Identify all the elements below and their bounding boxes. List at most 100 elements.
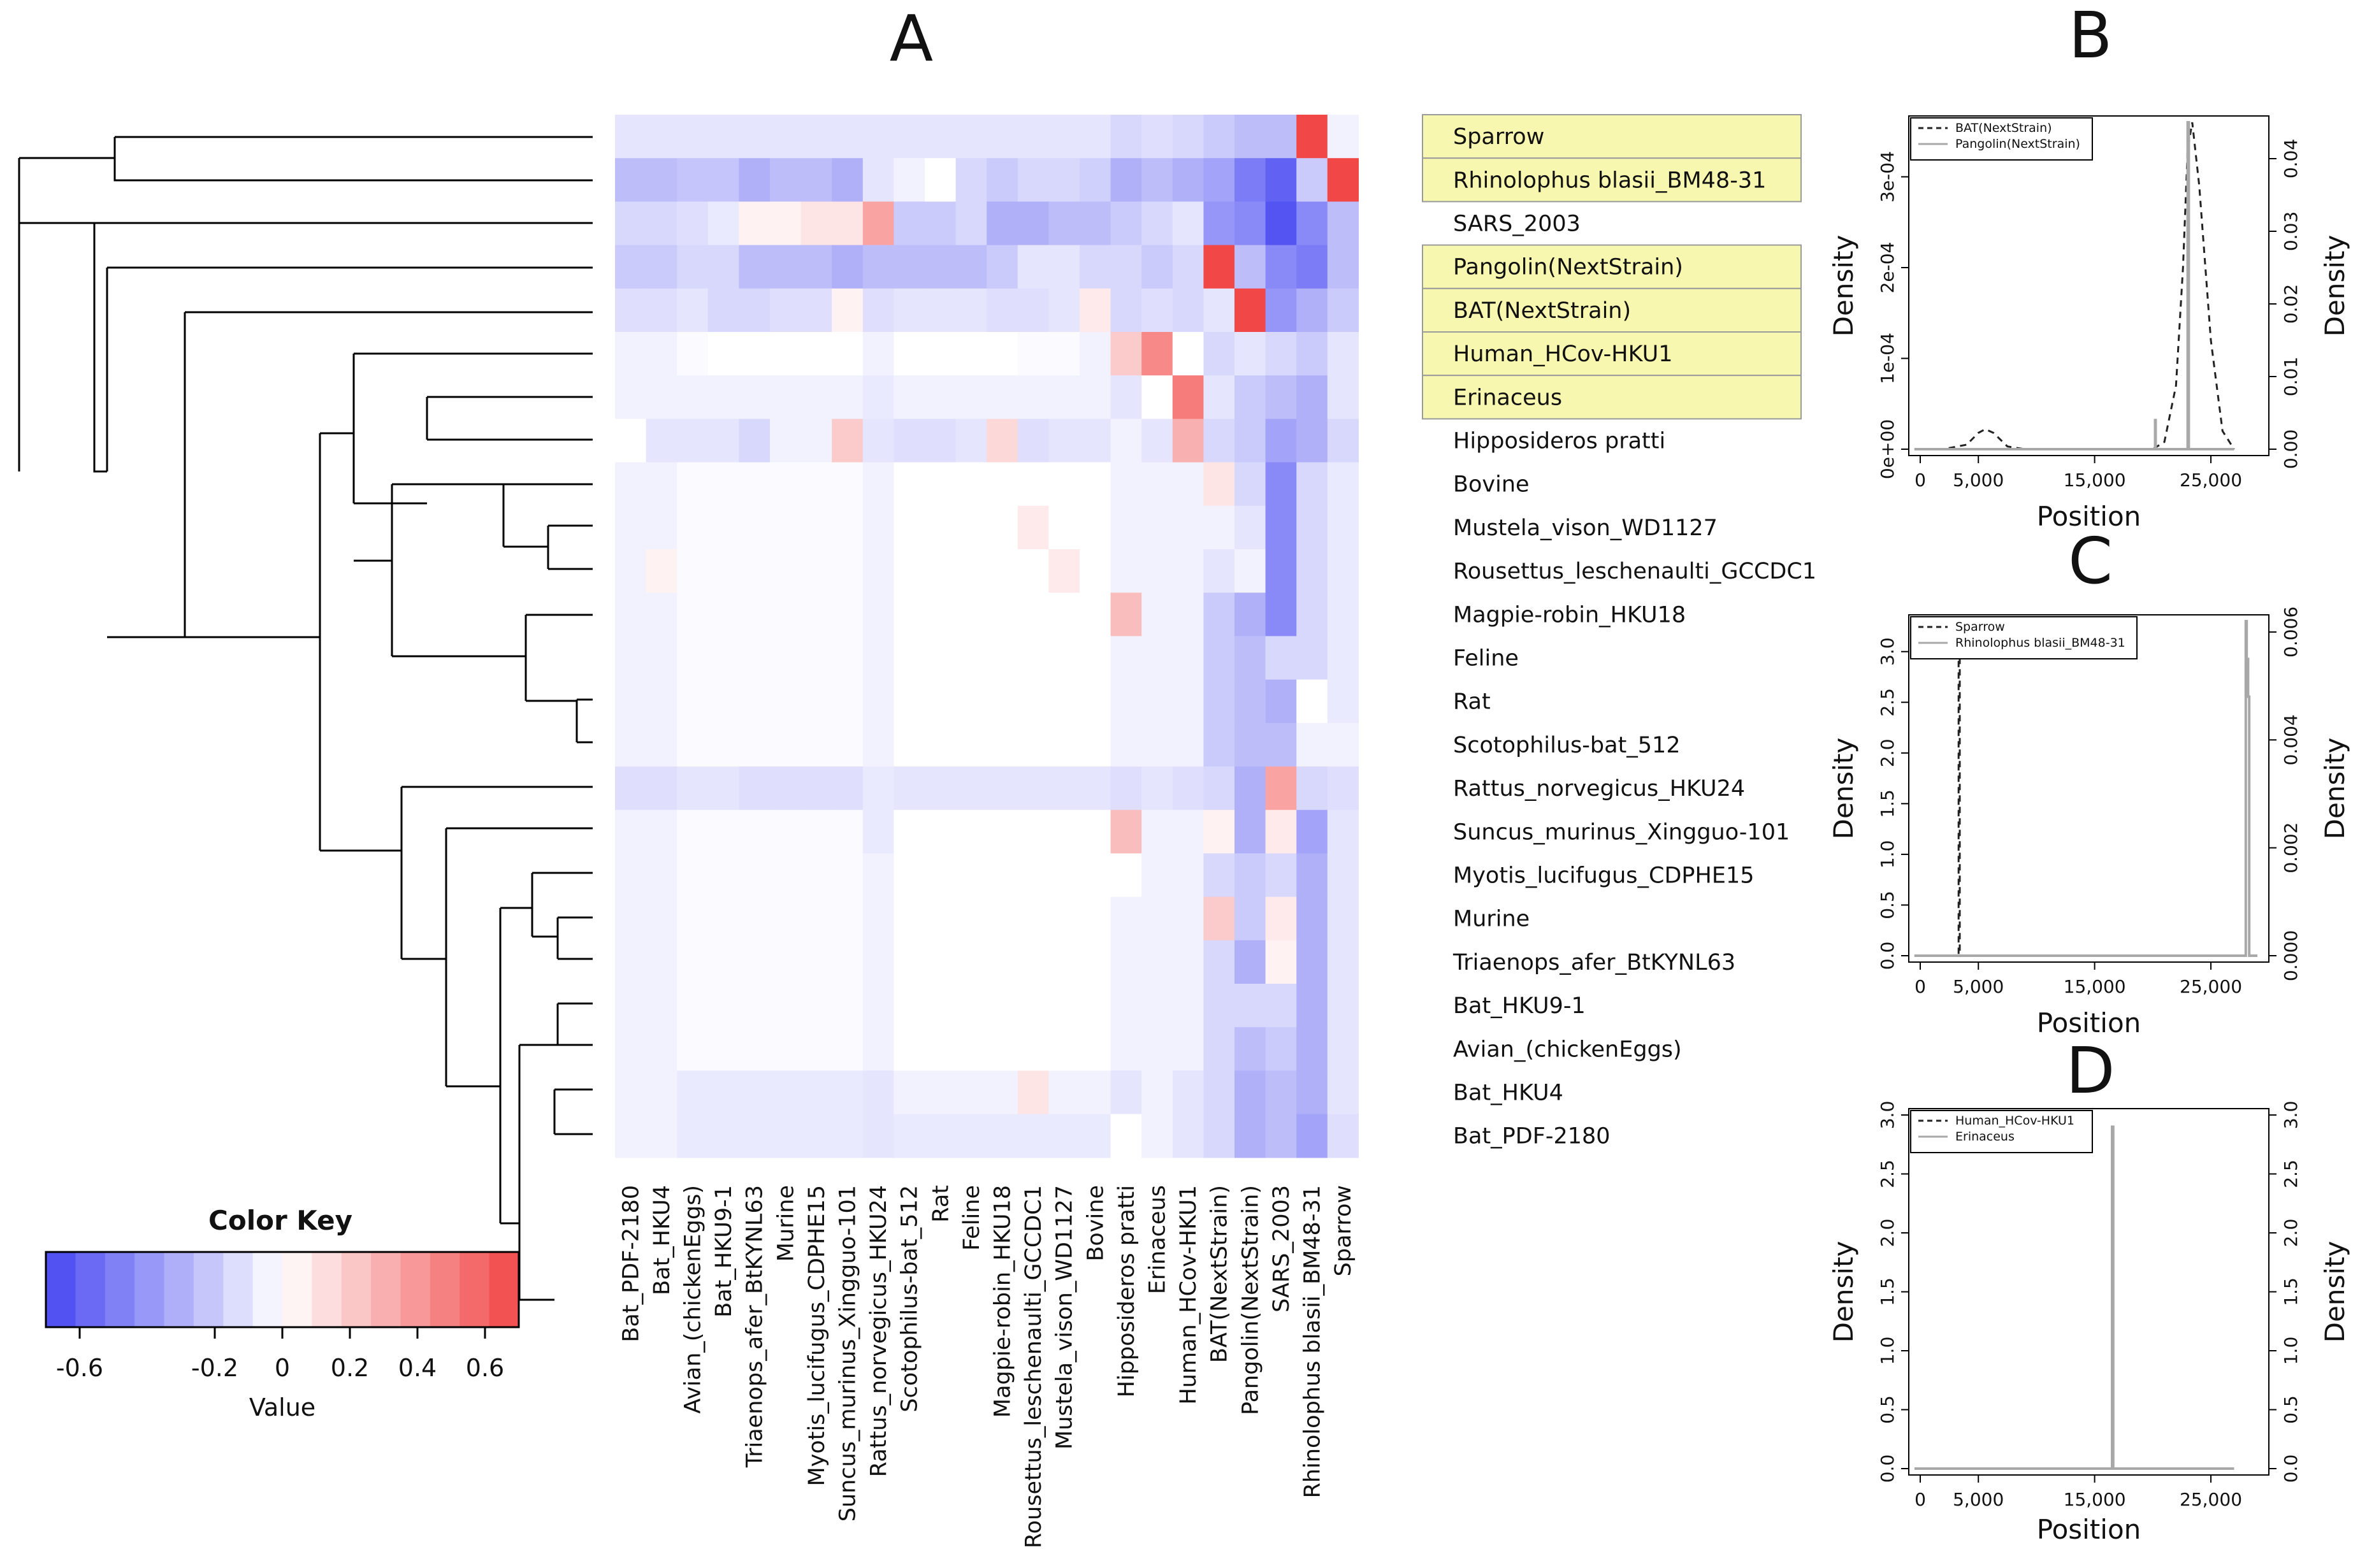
heatmap-cell xyxy=(739,158,771,202)
heatmap-cell xyxy=(955,853,987,898)
heatmap-cell xyxy=(955,462,987,507)
heatmap-cell xyxy=(987,158,1018,202)
heatmap-cell xyxy=(1327,115,1359,159)
row-label: BAT(NextStrain) xyxy=(1453,298,1631,324)
heatmap-cell xyxy=(1203,245,1235,289)
heatmap-cell xyxy=(646,549,677,593)
heatmap-cell xyxy=(677,245,709,289)
column-label: Pangolin(NextStrain) xyxy=(1238,1185,1263,1415)
heatmap-cell xyxy=(832,245,864,289)
row-label: Pangolin(NextStrain) xyxy=(1453,255,1683,280)
heatmap-cell xyxy=(707,723,739,767)
x-tick-label: 15,000 xyxy=(2064,1489,2126,1510)
heatmap-cell xyxy=(1110,201,1142,246)
y-tick-label-right: 1.5 xyxy=(2280,1277,2301,1306)
heatmap-cell xyxy=(770,1114,802,1158)
heatmap-cell xyxy=(987,810,1018,854)
heatmap-cell xyxy=(832,1027,864,1071)
row-dendrogram xyxy=(18,136,593,1301)
x-axis-label: Position xyxy=(2037,1007,2141,1039)
heatmap-cell xyxy=(1203,1070,1235,1115)
heatmap-cell xyxy=(1017,723,1049,767)
heatmap-cell xyxy=(862,201,894,246)
heatmap-cell xyxy=(1234,201,1266,246)
heatmap-cell xyxy=(1265,896,1297,941)
heatmap-cell xyxy=(646,332,677,376)
legend-label: Erinaceus xyxy=(1955,1130,2015,1144)
heatmap-cell xyxy=(862,158,894,202)
heatmap-cell xyxy=(1017,288,1049,333)
heatmap-cell xyxy=(1327,201,1359,246)
row-label: SARS_2003 xyxy=(1453,212,1581,237)
heatmap-cell xyxy=(1203,158,1235,202)
heatmap-cell xyxy=(1017,549,1049,593)
color-key-tick-label: -0.6 xyxy=(56,1354,103,1382)
heatmap-cell xyxy=(1141,593,1173,637)
heatmap-cell xyxy=(832,158,864,202)
heatmap-cell xyxy=(1110,853,1142,898)
heatmap-cell xyxy=(1296,766,1328,810)
heatmap-cell xyxy=(707,810,739,854)
heatmap-cell xyxy=(646,158,677,202)
heatmap-cell xyxy=(800,288,832,333)
x-tick-label: 5,000 xyxy=(1953,470,2004,491)
heatmap-cell xyxy=(1172,201,1204,246)
heatmap-cell xyxy=(1203,1114,1235,1158)
row-label: Scotophilus-bat_512 xyxy=(1453,733,1681,758)
heatmap-cell xyxy=(1203,636,1235,680)
y-tick-label-right: 2.0 xyxy=(2280,1219,2301,1248)
heatmap-cell xyxy=(894,896,925,941)
column-label: Rousettus_leschenaulti_GCCDC1 xyxy=(1021,1185,1046,1548)
heatmap-cell xyxy=(1017,1114,1049,1158)
heatmap-cell xyxy=(1265,593,1297,637)
x-tick-label: 25,000 xyxy=(2180,470,2242,491)
heatmap-cell xyxy=(707,462,739,507)
heatmap-cell xyxy=(739,201,771,246)
heatmap-cell xyxy=(677,549,709,593)
y-tick-label-left: 1.5 xyxy=(1877,1277,1898,1306)
heatmap-cell xyxy=(770,462,802,507)
heatmap-cell xyxy=(1172,158,1204,202)
heatmap-cell xyxy=(646,723,677,767)
column-label: Suncus_murinus_Xingguo-101 xyxy=(836,1185,861,1521)
heatmap-cell xyxy=(770,505,802,550)
heatmap-cell xyxy=(1234,158,1266,202)
color-key-tick-label: 0.2 xyxy=(331,1354,369,1382)
heatmap-cell xyxy=(1265,375,1297,419)
row-label: Bat_HKU9-1 xyxy=(1453,993,1586,1019)
heatmap-cell xyxy=(987,505,1018,550)
row-label: Magpie-robin_HKU18 xyxy=(1453,602,1686,628)
heatmap-cell xyxy=(615,853,647,898)
heatmap-cell xyxy=(1296,593,1328,637)
heatmap-cell xyxy=(955,158,987,202)
column-label: Bat_HKU4 xyxy=(649,1185,675,1295)
heatmap-cell xyxy=(987,593,1018,637)
heatmap-cell xyxy=(1080,766,1111,810)
row-label: Triaenops_afer_BtKYNL63 xyxy=(1452,950,1735,975)
heatmap-cell xyxy=(925,853,957,898)
heatmap-cell xyxy=(832,201,864,246)
heatmap-cell xyxy=(1048,332,1080,376)
legend-label: Rhinolophus blasii_BM48-31 xyxy=(1955,636,2125,650)
heatmap-cell xyxy=(894,940,925,984)
heatmap-cell xyxy=(677,810,709,854)
heatmap-cell xyxy=(955,636,987,680)
heatmap-cell xyxy=(1203,679,1235,724)
legend-label: Pangolin(NextStrain) xyxy=(1955,137,2080,151)
color-key-band xyxy=(223,1252,254,1327)
heatmap-cell xyxy=(1234,1027,1266,1071)
heatmap-cell xyxy=(1141,940,1173,984)
y-tick-label-left: 1.0 xyxy=(1877,1337,1898,1365)
column-label: Sparrow xyxy=(1331,1185,1356,1276)
heatmap-cell xyxy=(832,332,864,376)
heatmap-cell xyxy=(1172,419,1204,463)
heatmap-cell xyxy=(862,593,894,637)
heatmap-cell xyxy=(707,201,739,246)
heatmap-cell xyxy=(955,810,987,854)
heatmap-cell xyxy=(894,723,925,767)
heatmap-cell xyxy=(1234,723,1266,767)
heatmap-cell xyxy=(677,1070,709,1115)
heatmap-cell xyxy=(955,984,987,1028)
row-highlight-boxes xyxy=(1422,114,1802,420)
y-tick-label-left: 3e-04 xyxy=(1877,151,1898,203)
